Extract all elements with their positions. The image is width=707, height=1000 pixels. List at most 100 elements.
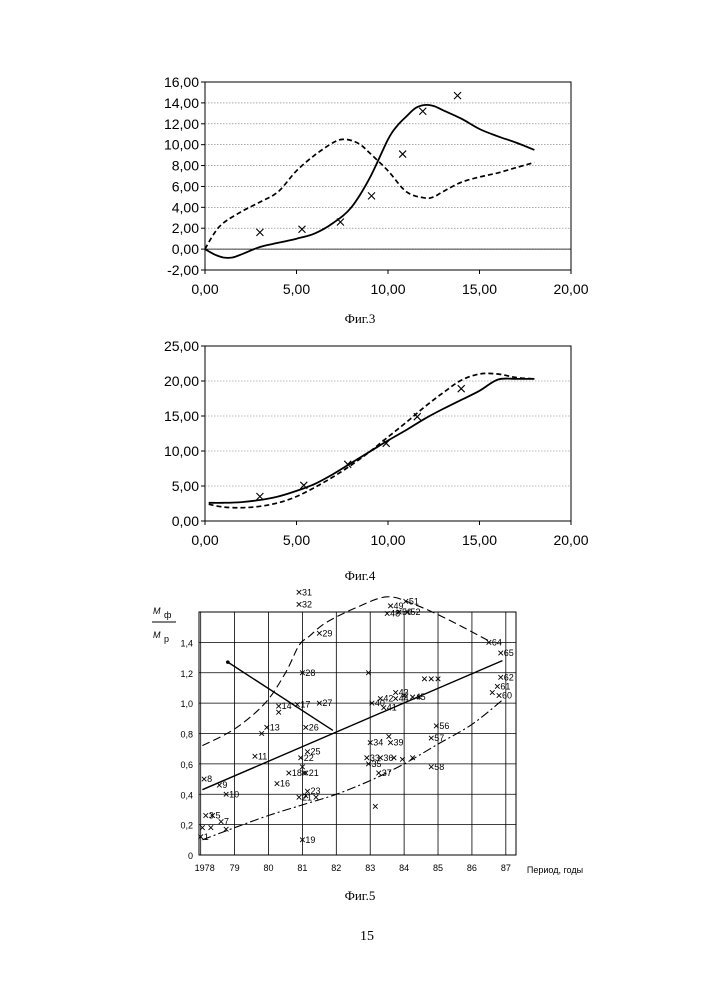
- data-point-marker: [428, 676, 434, 682]
- x-tick-label: 1978: [195, 863, 215, 873]
- data-point-marker: [457, 384, 466, 393]
- data-point-label: 37: [382, 768, 392, 778]
- y-tick-label: 10,00: [164, 443, 199, 459]
- fig3-chart: -2,00 0,00 2,00 4,00 6,00 8,00 10,00 12,00 14,00…: [164, 74, 589, 297]
- fig5-caption: Фиг.5: [345, 888, 376, 903]
- plot-area: [204, 345, 572, 522]
- x-tick-label: 15,00: [462, 281, 497, 297]
- data-point-label: 9: [222, 780, 227, 790]
- data-point-label: 21: [309, 768, 319, 778]
- data-point-marker: [264, 724, 270, 731]
- y-tick-label: 0,00: [172, 513, 199, 529]
- data-point-marker: [296, 794, 302, 800]
- x-tick-label: 85: [433, 863, 443, 873]
- data-point-marker: [299, 481, 308, 490]
- data-point-marker: [276, 709, 282, 715]
- data-point-label: 65: [504, 648, 514, 658]
- data-point-marker: [409, 755, 416, 761]
- data-point-marker: [413, 412, 422, 421]
- data-point-marker: [428, 735, 434, 741]
- fig4-chart: 0,00 5,00 10,00 15,00 20,00 25,00 0,00 5,00 10,0…: [164, 338, 589, 548]
- data-point-label: 27: [322, 698, 332, 708]
- y-tick-label: 1,4: [180, 638, 193, 648]
- x-tick-label: 79: [230, 863, 240, 873]
- data-point-label: 52: [411, 607, 421, 617]
- y-tick-label: 6,00: [172, 178, 199, 194]
- data-point-marker: [416, 694, 422, 700]
- data-point-label: 36: [383, 753, 393, 763]
- data-point-marker: [404, 609, 411, 615]
- data-point-marker: [372, 803, 378, 810]
- y-tick-label: -2,00: [167, 262, 199, 278]
- data-point-marker: [286, 770, 292, 776]
- y-axis-label-denominator: M: [153, 630, 161, 640]
- solid-trend-line: [227, 661, 334, 732]
- data-point-marker: [393, 689, 399, 696]
- data-point-label: 13: [270, 722, 280, 732]
- fig3-caption: Фиг.3: [345, 311, 376, 326]
- data-point-label: 39: [394, 738, 404, 748]
- data-point-marker: [256, 228, 264, 237]
- x-tick-label: 0,00: [191, 281, 218, 297]
- data-point-marker: [421, 676, 428, 682]
- data-point-marker: [386, 733, 392, 740]
- y-tick-label: 5,00: [172, 478, 199, 494]
- data-point-marker: [403, 598, 409, 604]
- data-point-label: 40: [375, 698, 385, 708]
- y-tick-label: 14,00: [164, 95, 199, 111]
- data-point-marker: [376, 770, 382, 776]
- y-tick-label: 12,00: [164, 116, 199, 132]
- data-point-label: 58: [434, 762, 444, 772]
- y-tick-label: 0,00: [172, 241, 199, 257]
- point-dot: [226, 660, 230, 664]
- data-point-label: 42: [383, 694, 393, 704]
- data-point-label: 17: [300, 700, 310, 710]
- data-point-marker: [259, 730, 265, 737]
- y-axis-label-numerator-sub: ф: [164, 610, 172, 620]
- data-point-label: 61: [500, 681, 510, 691]
- x-tick-label: 5,00: [283, 281, 310, 297]
- data-point-marker: [418, 107, 427, 116]
- data-point-label: 35: [372, 759, 382, 769]
- data-point-marker: [367, 191, 376, 200]
- data-point-label: 19: [305, 835, 315, 845]
- y-tick-label: 25,00: [164, 338, 199, 354]
- x-tick-label: 10,00: [370, 281, 405, 297]
- data-point-marker: [296, 589, 302, 595]
- data-point-label: 18: [292, 768, 302, 778]
- data-point-label: 31: [302, 587, 312, 597]
- data-point-label: 51: [409, 596, 419, 606]
- data-point-label: 49: [394, 601, 404, 611]
- data-point-marker: [218, 818, 224, 825]
- data-point-marker: [316, 630, 322, 636]
- data-point-marker: [303, 793, 309, 799]
- y-tick-label: 2,00: [172, 220, 199, 236]
- data-point-marker: [409, 694, 416, 700]
- data-point-label: 64: [492, 637, 502, 647]
- data-point-marker: [301, 770, 307, 776]
- x-tick-label: 10,00: [370, 532, 405, 548]
- data-point-label: 5: [216, 811, 221, 821]
- data-point-marker: [304, 788, 311, 794]
- data-point-marker: [433, 723, 439, 729]
- data-point-marker: [428, 764, 434, 770]
- data-point-marker: [364, 755, 370, 761]
- data-point-marker: [316, 700, 322, 706]
- data-point-marker: [203, 812, 209, 819]
- dashdot-trend-line: [202, 699, 503, 841]
- data-point-marker: [304, 749, 311, 755]
- data-point-marker: [377, 755, 384, 761]
- data-point-label: 41: [387, 703, 397, 713]
- data-point-marker: [299, 764, 306, 770]
- solid-series-line: [208, 377, 535, 504]
- y-tick-label: 0,6: [180, 760, 193, 770]
- data-point-marker: [489, 689, 495, 696]
- data-point-label: 26: [309, 722, 319, 732]
- data-point-marker: [199, 825, 206, 831]
- data-point-label: 23: [310, 786, 320, 796]
- y-axis-label-denominator-sub: р: [164, 634, 169, 644]
- data-point-marker: [391, 755, 397, 761]
- data-point-marker: [399, 756, 406, 762]
- x-tick-label: 20,00: [553, 281, 588, 297]
